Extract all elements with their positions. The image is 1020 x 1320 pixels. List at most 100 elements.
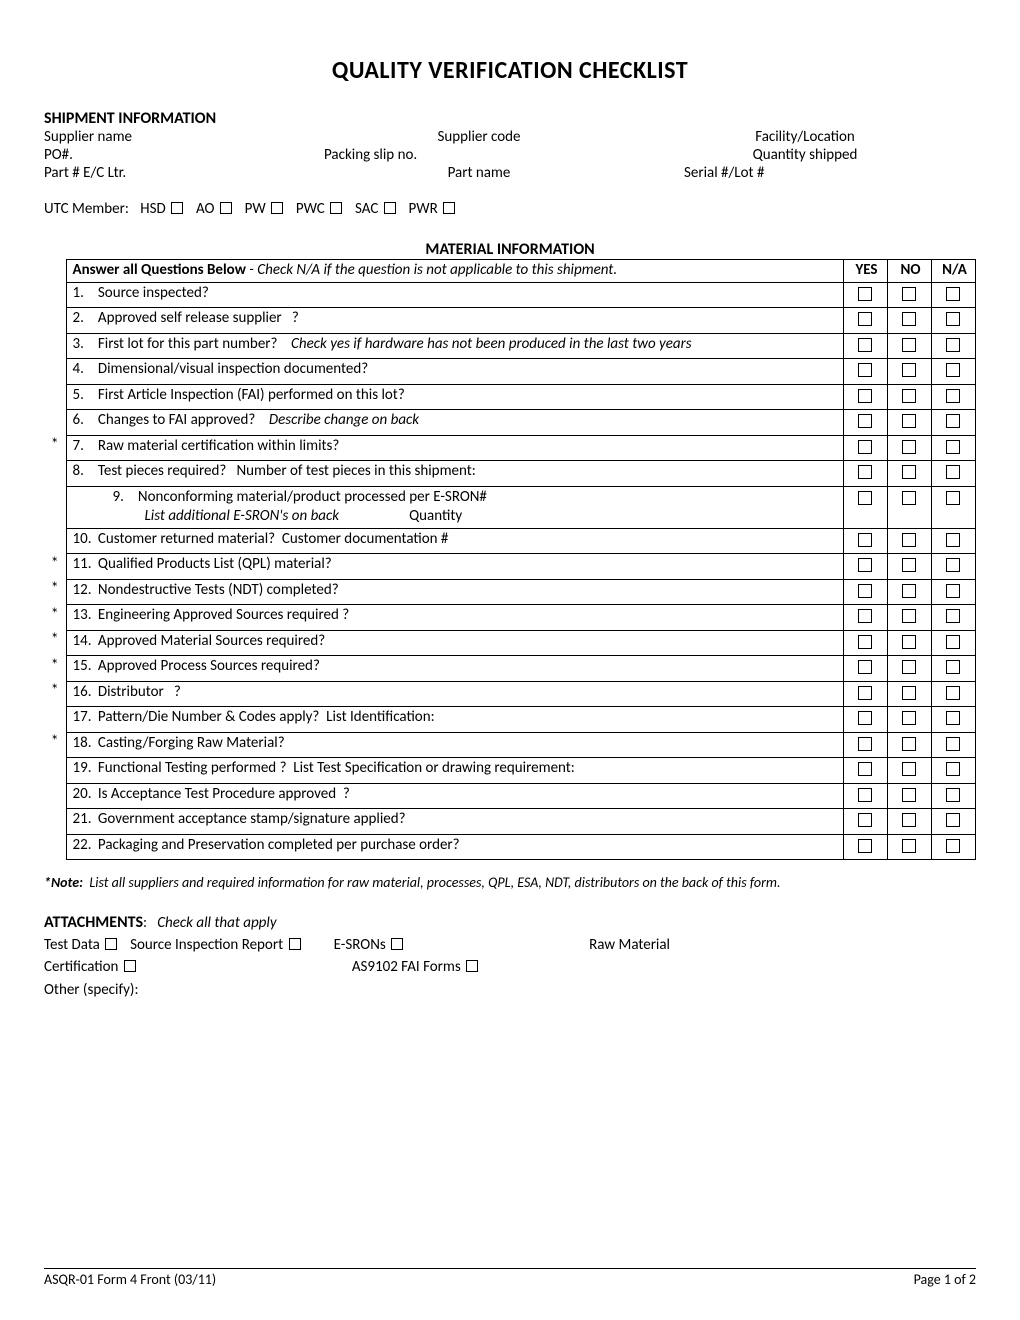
row-3-na-checkbox[interactable]	[946, 338, 960, 352]
row-17-no-checkbox[interactable]	[902, 711, 916, 725]
attach-source-inspection: Source Inspection Report	[130, 936, 283, 954]
utc-ao-checkbox[interactable]	[220, 202, 232, 214]
row-20-na-checkbox[interactable]	[946, 788, 960, 802]
utc-pw-checkbox[interactable]	[271, 202, 283, 214]
row-15-no-checkbox[interactable]	[902, 660, 916, 674]
row-7-yes-checkbox[interactable]	[858, 440, 872, 454]
utc-sac-checkbox[interactable]	[384, 202, 396, 214]
row-11-na-checkbox[interactable]	[946, 558, 960, 572]
row-1-yes-checkbox[interactable]	[858, 287, 872, 301]
row-21-na-checkbox[interactable]	[946, 813, 960, 827]
table-row: 17. Pattern/Die Number & Codes apply? Li…	[44, 707, 976, 733]
row-3-no-checkbox[interactable]	[902, 338, 916, 352]
attachments-sub: Check all that apply	[157, 914, 276, 932]
row-11-no-checkbox[interactable]	[902, 558, 916, 572]
row-6-yes-checkbox[interactable]	[858, 414, 872, 428]
checkbox-na	[932, 656, 976, 682]
row-9-na-checkbox[interactable]	[946, 491, 960, 505]
row-8-yes-checkbox[interactable]	[858, 465, 872, 479]
checkbox-no	[888, 681, 932, 707]
row-16-yes-checkbox[interactable]	[858, 686, 872, 700]
row-9-yes-checkbox[interactable]	[858, 491, 872, 505]
row-13-no-checkbox[interactable]	[902, 609, 916, 623]
row-21-no-checkbox[interactable]	[902, 813, 916, 827]
utc-hsd-checkbox[interactable]	[171, 202, 183, 214]
row-19-yes-checkbox[interactable]	[858, 762, 872, 776]
row-5-no-checkbox[interactable]	[902, 389, 916, 403]
material-heading: MATERIAL INFORMATION	[44, 240, 976, 259]
attach-raw-material: Raw Material	[589, 936, 670, 954]
row-13-yes-checkbox[interactable]	[858, 609, 872, 623]
row-2-yes-checkbox[interactable]	[858, 312, 872, 326]
row-10-na-checkbox[interactable]	[946, 533, 960, 547]
star-cell	[44, 333, 66, 359]
row-15-na-checkbox[interactable]	[946, 660, 960, 674]
row-8-no-checkbox[interactable]	[902, 465, 916, 479]
row-6-na-checkbox[interactable]	[946, 414, 960, 428]
row-14-no-checkbox[interactable]	[902, 635, 916, 649]
row-6-no-checkbox[interactable]	[902, 414, 916, 428]
checkbox-no	[888, 809, 932, 835]
utc-pwc-checkbox[interactable]	[330, 202, 342, 214]
row-10-yes-checkbox[interactable]	[858, 533, 872, 547]
row-4-na-checkbox[interactable]	[946, 363, 960, 377]
row-7-no-checkbox[interactable]	[902, 440, 916, 454]
row-19-no-checkbox[interactable]	[902, 762, 916, 776]
row-19-na-checkbox[interactable]	[946, 762, 960, 776]
row-4-yes-checkbox[interactable]	[858, 363, 872, 377]
row-12-no-checkbox[interactable]	[902, 584, 916, 598]
row-5-yes-checkbox[interactable]	[858, 389, 872, 403]
star-cell	[44, 834, 66, 860]
checkbox-na	[932, 461, 976, 487]
row-13-na-checkbox[interactable]	[946, 609, 960, 623]
row-21-yes-checkbox[interactable]	[858, 813, 872, 827]
shipment-heading: SHIPMENT INFORMATION	[44, 109, 976, 128]
row-2-na-checkbox[interactable]	[946, 312, 960, 326]
row-5-na-checkbox[interactable]	[946, 389, 960, 403]
row-22-yes-checkbox[interactable]	[858, 839, 872, 853]
row-7-na-checkbox[interactable]	[946, 440, 960, 454]
checkbox-yes	[844, 384, 888, 410]
row-10-no-checkbox[interactable]	[902, 533, 916, 547]
row-1-no-checkbox[interactable]	[902, 287, 916, 301]
test-data-checkbox[interactable]	[105, 938, 117, 950]
row-3-yes-checkbox[interactable]	[858, 338, 872, 352]
checkbox-na	[932, 809, 976, 835]
row-9-no-checkbox[interactable]	[902, 491, 916, 505]
row-2-no-checkbox[interactable]	[902, 312, 916, 326]
utc-member-ao: AO	[193, 200, 218, 218]
row-20-no-checkbox[interactable]	[902, 788, 916, 802]
checkbox-no	[888, 579, 932, 605]
row-1-na-checkbox[interactable]	[946, 287, 960, 301]
row-4-no-checkbox[interactable]	[902, 363, 916, 377]
po-label: PO#.	[44, 146, 324, 164]
row-12-yes-checkbox[interactable]	[858, 584, 872, 598]
fai-forms-checkbox[interactable]	[466, 960, 478, 972]
row-16-no-checkbox[interactable]	[902, 686, 916, 700]
row-15-yes-checkbox[interactable]	[858, 660, 872, 674]
row-8-na-checkbox[interactable]	[946, 465, 960, 479]
row-17-yes-checkbox[interactable]	[858, 711, 872, 725]
row-17-na-checkbox[interactable]	[946, 711, 960, 725]
utc-pwr-checkbox[interactable]	[443, 202, 455, 214]
serial-lot-label: Serial #/Lot #	[634, 164, 976, 182]
row-11-yes-checkbox[interactable]	[858, 558, 872, 572]
checkbox-na	[932, 384, 976, 410]
row-18-yes-checkbox[interactable]	[858, 737, 872, 751]
row-12-na-checkbox[interactable]	[946, 584, 960, 598]
row-22-no-checkbox[interactable]	[902, 839, 916, 853]
star-cell: *	[44, 630, 66, 656]
row-22-na-checkbox[interactable]	[946, 839, 960, 853]
row-18-na-checkbox[interactable]	[946, 737, 960, 751]
row-20-yes-checkbox[interactable]	[858, 788, 872, 802]
note-label: *Note:	[44, 874, 83, 891]
raw-material-cert-checkbox[interactable]	[124, 960, 136, 972]
supplier-code-label: Supplier code	[324, 128, 634, 146]
row-14-yes-checkbox[interactable]	[858, 635, 872, 649]
row-18-no-checkbox[interactable]	[902, 737, 916, 751]
row-16-na-checkbox[interactable]	[946, 686, 960, 700]
source-inspection-checkbox[interactable]	[289, 938, 301, 950]
checkbox-no	[888, 359, 932, 385]
esrons-checkbox[interactable]	[391, 938, 403, 950]
row-14-na-checkbox[interactable]	[946, 635, 960, 649]
